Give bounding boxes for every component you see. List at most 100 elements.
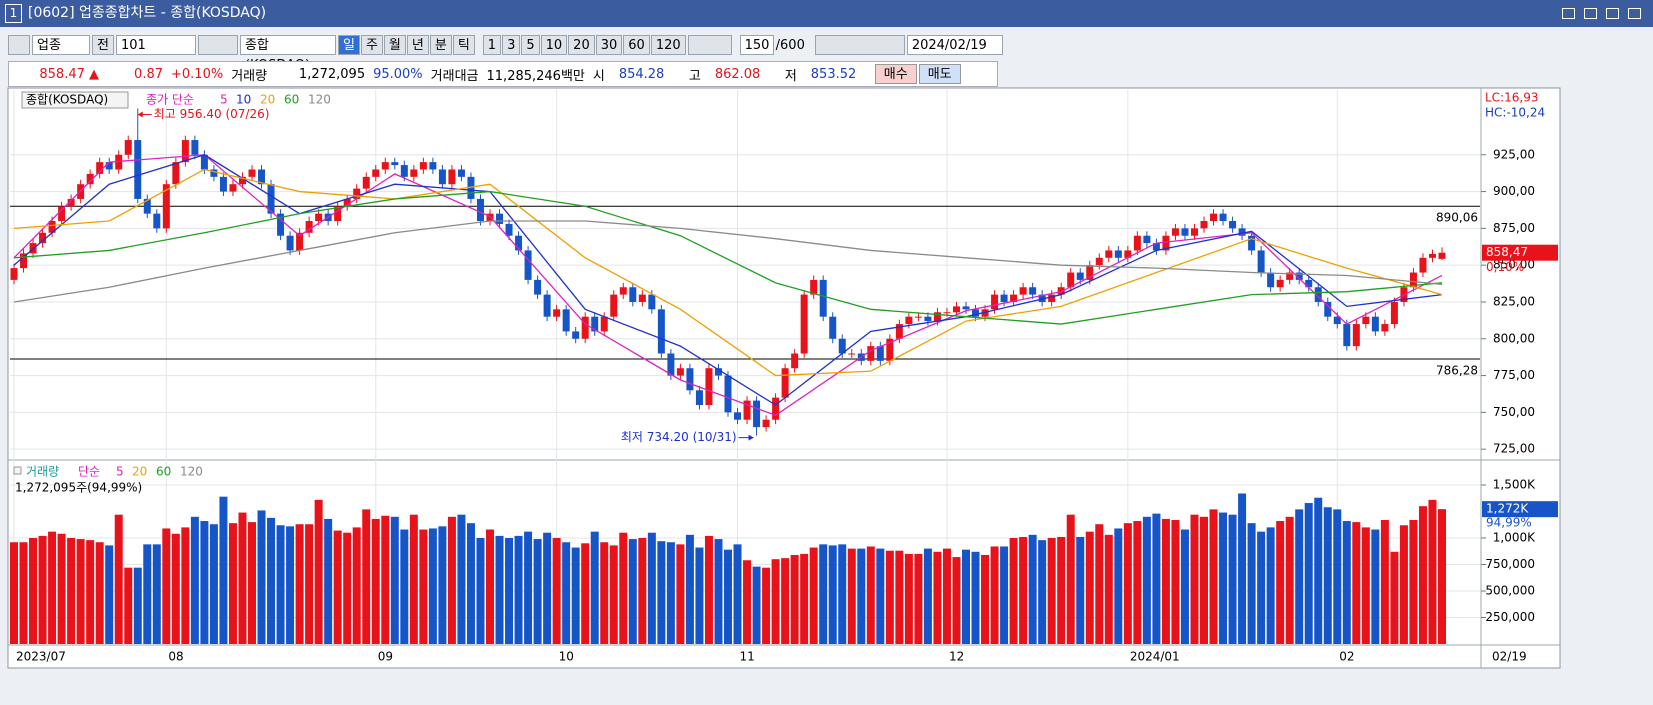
candle-body xyxy=(791,353,799,369)
volume-bar xyxy=(666,542,675,644)
candle-body xyxy=(1190,228,1198,236)
period-button[interactable]: 월 xyxy=(383,35,406,55)
volume-bar xyxy=(619,532,628,644)
candle-body xyxy=(191,140,199,155)
candle-body xyxy=(676,368,684,376)
volume-bar xyxy=(1371,529,1380,644)
period-button[interactable]: 주 xyxy=(360,35,383,55)
window-button[interactable] xyxy=(1562,7,1575,19)
candle-body xyxy=(629,287,637,302)
candle-body xyxy=(933,312,941,322)
volume-bar xyxy=(743,560,752,644)
interval-button[interactable]: 30 xyxy=(595,35,623,55)
volume-bar xyxy=(990,546,999,644)
window-button[interactable] xyxy=(1584,7,1597,19)
interval-button[interactable]: 10 xyxy=(540,35,568,55)
candle-body xyxy=(162,184,170,229)
volume-bar xyxy=(362,509,371,644)
candle-body xyxy=(496,213,504,224)
candle-body xyxy=(619,287,627,295)
search-button[interactable] xyxy=(197,35,238,55)
period-button[interactable]: 년 xyxy=(406,35,429,55)
code-input[interactable]: 101 xyxy=(115,35,196,55)
period-button[interactable]: 일 xyxy=(337,35,360,55)
count-input[interactable]: 150 xyxy=(739,35,774,55)
date-input[interactable]: 2024/02/19 xyxy=(906,35,1003,55)
candle-body xyxy=(867,346,875,361)
candle-body xyxy=(524,250,532,280)
volume-bar xyxy=(333,530,342,644)
interval-button[interactable]: 60 xyxy=(623,35,650,55)
candle-body xyxy=(829,316,837,339)
volume-bar xyxy=(685,534,694,644)
candle-body xyxy=(734,412,742,420)
volume-bar xyxy=(1190,514,1199,644)
candle-body xyxy=(1210,213,1218,222)
volume-bar xyxy=(1361,527,1370,644)
volume-bar xyxy=(1238,493,1247,644)
level-label: 786,28 xyxy=(1436,363,1478,377)
candle-body xyxy=(1124,250,1132,258)
volume-bar xyxy=(762,567,771,644)
candle-body xyxy=(286,235,294,251)
window-button[interactable] xyxy=(1628,7,1641,19)
volume-bar xyxy=(1142,516,1151,644)
y-tick-label: 750,00 xyxy=(1493,405,1535,419)
y-tick-label: 875,00 xyxy=(1493,221,1535,235)
volume-bar xyxy=(1438,509,1446,644)
candle-body xyxy=(600,316,608,332)
volume-bar xyxy=(657,541,666,644)
candle-body xyxy=(772,397,780,420)
period-button[interactable]: 틱 xyxy=(452,35,475,55)
volume-bar xyxy=(438,526,447,644)
interval-button[interactable]: 1 xyxy=(482,35,502,55)
name-field: 종합(KOSDAQ) xyxy=(239,35,336,73)
candle-body xyxy=(200,154,208,170)
period-button[interactable]: 분 xyxy=(429,35,452,55)
window-button[interactable] xyxy=(1606,7,1619,19)
volume-bar xyxy=(1085,531,1094,644)
tool-icons[interactable] xyxy=(814,35,905,55)
candle-body xyxy=(1276,279,1284,288)
volume-bar xyxy=(143,544,152,644)
candle-body xyxy=(572,331,580,339)
volume-bar xyxy=(200,521,209,644)
candle-body xyxy=(238,176,246,185)
ma-line xyxy=(13,154,1443,406)
interval-select[interactable] xyxy=(687,35,732,55)
ma-line xyxy=(13,168,1443,377)
candle-body xyxy=(1267,272,1275,288)
all-button[interactable]: 전 xyxy=(92,35,114,55)
high: 862.08 xyxy=(714,66,761,82)
volume-bar xyxy=(486,529,494,644)
volume-bar xyxy=(1295,509,1304,644)
x-tick-label: 10 xyxy=(559,650,574,664)
interval-button[interactable]: 5 xyxy=(521,35,540,55)
annotation-arrowhead xyxy=(748,434,754,441)
candle-body xyxy=(553,309,561,317)
type-select[interactable]: 업종 xyxy=(32,35,90,55)
candle-body xyxy=(429,162,437,170)
volume-bar xyxy=(1399,525,1408,644)
volume-bar xyxy=(390,516,399,644)
candle-body xyxy=(610,294,618,317)
interval-button[interactable]: 120 xyxy=(650,35,686,55)
candle-body xyxy=(419,162,427,170)
candle-body xyxy=(876,346,884,361)
volume-bar xyxy=(638,538,647,644)
volume-bar xyxy=(505,538,514,644)
volume-bar xyxy=(866,546,875,644)
volume-bar xyxy=(209,524,218,644)
icon-button[interactable] xyxy=(8,35,30,55)
candle-body xyxy=(1238,228,1246,236)
window-buttons[interactable] xyxy=(1553,0,1641,27)
interval-button[interactable]: 3 xyxy=(502,35,521,55)
candle-body xyxy=(438,169,446,185)
volume: 1,272,095 xyxy=(298,66,366,82)
sell-button[interactable]: 매도 xyxy=(918,64,961,84)
interval-button[interactable]: 20 xyxy=(568,35,595,55)
candle-body xyxy=(96,162,104,174)
buy-button[interactable]: 매수 xyxy=(874,64,917,84)
candle-body xyxy=(457,169,465,177)
